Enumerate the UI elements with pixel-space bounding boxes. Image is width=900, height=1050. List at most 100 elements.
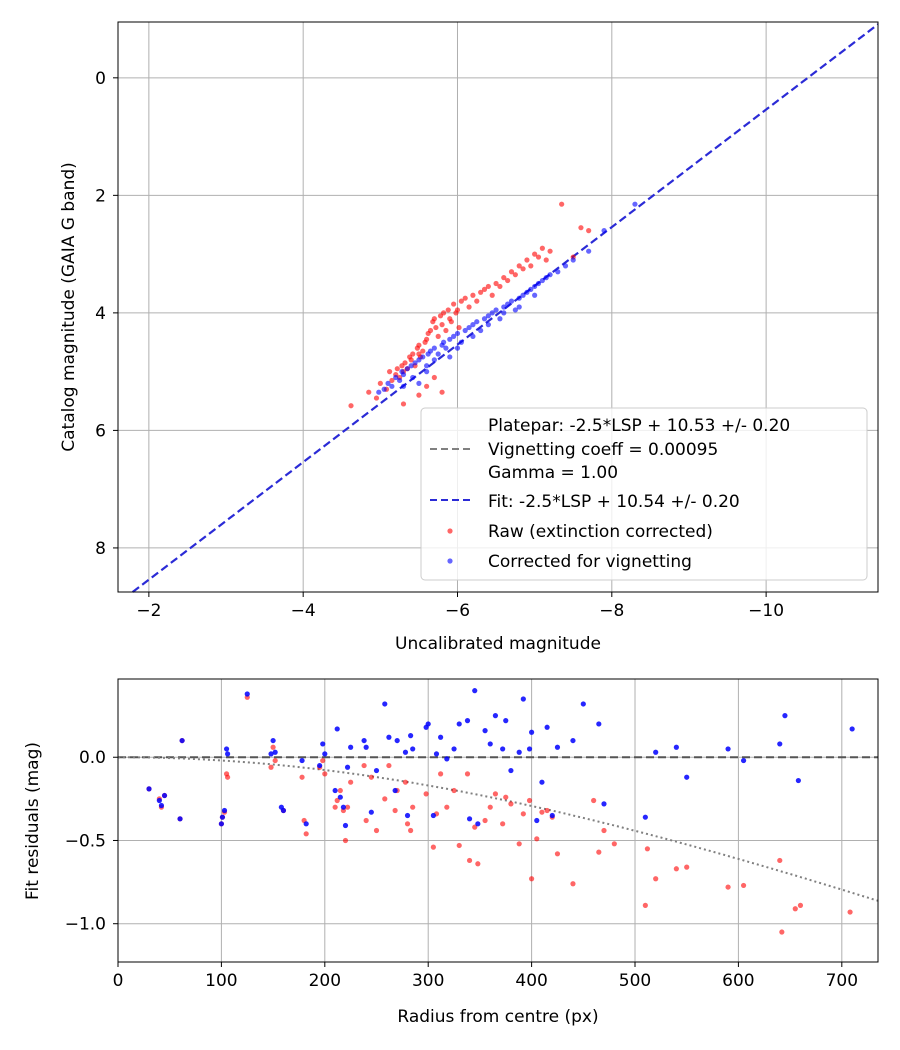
raw-residual-point bbox=[644, 846, 651, 852]
corrected-point bbox=[555, 269, 561, 275]
x-tick-label: 0 bbox=[113, 971, 124, 991]
corrected-residual-point bbox=[332, 787, 338, 794]
raw-point bbox=[348, 403, 354, 409]
corrected-residual-point bbox=[475, 821, 481, 827]
raw-residual-point bbox=[779, 929, 785, 935]
raw-point bbox=[443, 327, 449, 334]
raw-residual-point bbox=[642, 902, 648, 909]
corrected-residual-point bbox=[404, 812, 411, 819]
raw-residual-point bbox=[777, 857, 783, 864]
raw-residual-point bbox=[423, 791, 429, 797]
calibration-plot-frame bbox=[117, 21, 879, 593]
corrected-residual-point bbox=[464, 718, 471, 724]
raw-residual-point bbox=[464, 771, 471, 777]
corrected-point bbox=[424, 363, 430, 369]
x-tick-label: 400 bbox=[515, 971, 547, 991]
raw-point bbox=[535, 254, 542, 260]
corrected-point bbox=[481, 316, 488, 322]
raw-residual-point bbox=[361, 762, 367, 769]
corrected-residual-point bbox=[219, 814, 226, 820]
raw-residual-point bbox=[342, 837, 349, 844]
corrected-residual-point bbox=[303, 821, 309, 827]
corrected-residual-point bbox=[456, 721, 462, 727]
corrected-residual-point bbox=[425, 721, 431, 727]
raw-residual-point bbox=[500, 821, 506, 827]
corrected-residual-point bbox=[317, 762, 323, 769]
corrected-residual-point bbox=[570, 737, 576, 744]
corrected-point bbox=[501, 304, 507, 310]
corrected-point bbox=[408, 363, 414, 369]
y-tick-label: −1.0 bbox=[65, 915, 106, 935]
y-tick-label: −0.5 bbox=[65, 831, 106, 851]
raw-residual-point bbox=[337, 787, 343, 794]
legend-entry-vignetting: Vignetting coeff = 0.00095 bbox=[488, 440, 718, 460]
raw-residual-point bbox=[368, 774, 374, 780]
corrected-residual-point bbox=[272, 749, 278, 755]
raw-residual-point bbox=[299, 774, 305, 780]
corrected-residual-point bbox=[348, 744, 354, 750]
raw-residual-point bbox=[438, 771, 444, 777]
corrected-residual-point bbox=[386, 734, 392, 740]
raw-point bbox=[456, 324, 462, 331]
x-tick-label: 100 bbox=[205, 971, 237, 991]
corrected-point bbox=[535, 280, 542, 287]
x-tick-label: 700 bbox=[826, 971, 858, 991]
residuals-y-label: Fit residuals (mag) bbox=[23, 742, 43, 900]
raw-residual-point bbox=[456, 842, 462, 849]
raw-residual-point bbox=[404, 821, 411, 827]
raw-point bbox=[481, 286, 488, 292]
corrected-point bbox=[431, 357, 437, 363]
raw-residual-point bbox=[363, 817, 369, 824]
raw-point bbox=[508, 269, 515, 275]
raw-residual-point bbox=[570, 881, 576, 887]
raw-point bbox=[516, 263, 522, 269]
corrected-point bbox=[420, 354, 426, 360]
raw-residual-point bbox=[847, 909, 853, 915]
raw-point bbox=[547, 248, 553, 254]
raw-residual-point bbox=[797, 902, 804, 909]
raw-residual-point bbox=[725, 884, 731, 890]
raw-residual-point bbox=[596, 849, 602, 855]
y-tick-label: 0 bbox=[95, 69, 106, 89]
corrected-point bbox=[528, 286, 534, 292]
raw-point bbox=[435, 333, 441, 339]
corrected-residual-point bbox=[158, 802, 165, 809]
corrected-point bbox=[397, 377, 403, 384]
corrected-residual-point bbox=[596, 721, 602, 727]
raw-residual-point bbox=[225, 774, 231, 780]
corrected-residual-point bbox=[368, 809, 374, 815]
raw-residual-point bbox=[268, 764, 274, 770]
corrected-point bbox=[441, 339, 447, 345]
corrected-residual-point bbox=[382, 701, 388, 707]
corrected-residual-point bbox=[549, 812, 555, 819]
raw-residual-point bbox=[444, 804, 450, 810]
corrected-residual-point bbox=[526, 746, 533, 752]
x-tick-label: −6 bbox=[445, 601, 470, 621]
vignetting-curve bbox=[118, 756, 879, 902]
corrected-residual-point bbox=[580, 701, 586, 707]
raw-series bbox=[348, 201, 592, 409]
raw-point bbox=[439, 389, 445, 395]
corrected-point bbox=[512, 307, 518, 313]
raw-point bbox=[373, 395, 380, 401]
raw-point bbox=[366, 389, 372, 395]
x-tick-label: −8 bbox=[599, 601, 624, 621]
corrected-residual-point bbox=[534, 817, 540, 824]
raw-residual-point bbox=[529, 876, 535, 882]
corrected-residual-point bbox=[342, 822, 349, 829]
corrected-residual-point bbox=[268, 751, 274, 757]
legend-entry-fit: Fit: -2.5*LSP + 10.54 +/- 0.20 bbox=[488, 492, 740, 512]
corrected-point bbox=[454, 330, 461, 337]
corrected-point bbox=[427, 348, 434, 354]
corrected-residual-point bbox=[430, 812, 436, 819]
raw-residual-point bbox=[320, 757, 326, 764]
raw-point bbox=[520, 266, 526, 272]
raw-residual-point bbox=[792, 906, 798, 912]
legend-entry-corrected: Corrected for vignetting bbox=[488, 552, 692, 572]
raw-residual-point bbox=[408, 827, 414, 834]
corrected-point bbox=[435, 351, 441, 357]
corrected-point bbox=[508, 298, 515, 304]
raw-point bbox=[420, 348, 426, 354]
corrected-point bbox=[489, 310, 495, 316]
